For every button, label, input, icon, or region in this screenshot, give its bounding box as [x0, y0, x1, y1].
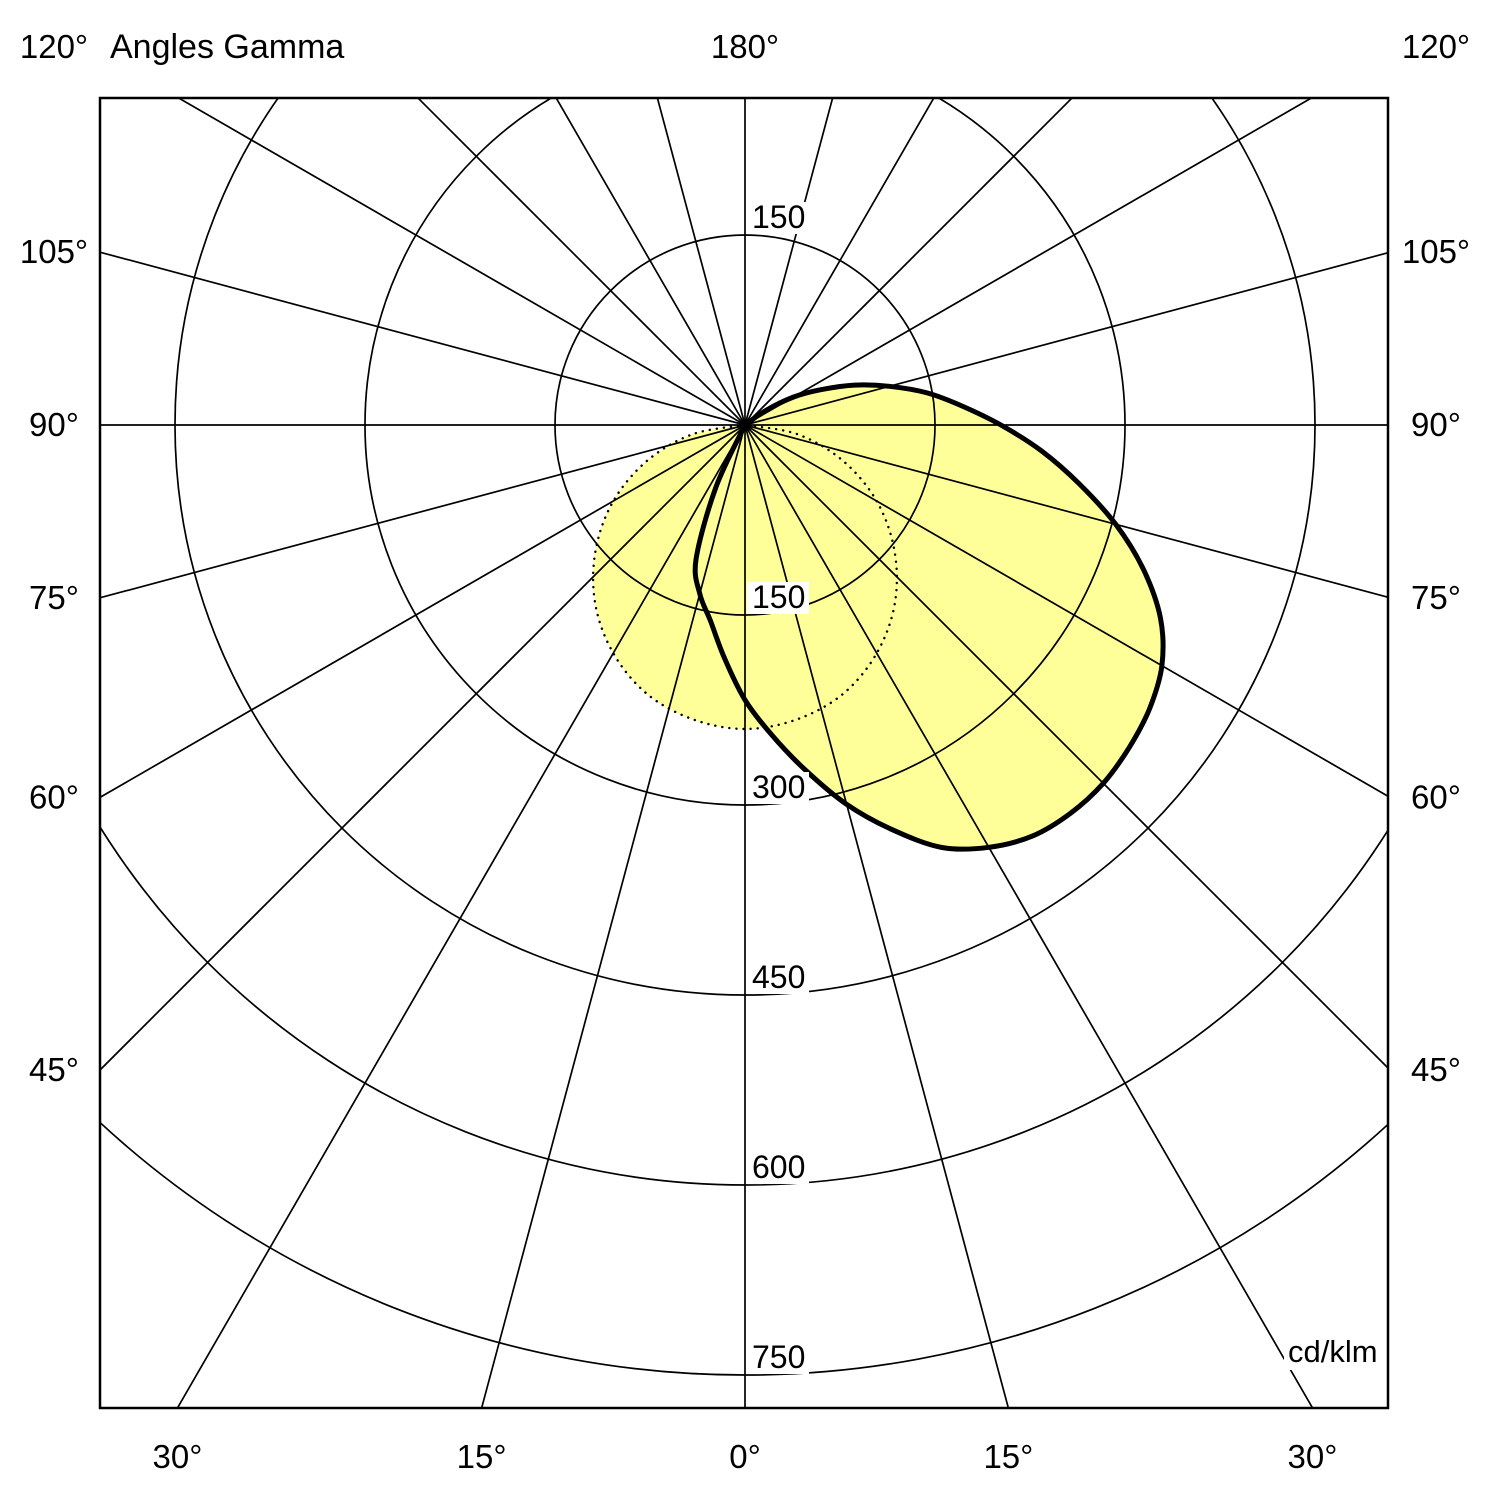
gamma-180-label: 180° [711, 28, 779, 65]
grid-ray-135 [744, 98, 1074, 426]
ring-label-bg [747, 201, 809, 234]
grid-ray-285 [100, 424, 746, 599]
ring-label: 300 [752, 769, 805, 805]
gamma-label-bottom-left-30: 30° [153, 1438, 203, 1475]
grid-ray-165 [744, 98, 834, 426]
ring-label: 750 [752, 1339, 805, 1375]
ring-label-bg [747, 962, 809, 995]
ring-label: 450 [752, 959, 805, 995]
ring-label: 150 [752, 199, 805, 235]
grid-ray-105 [744, 251, 1388, 426]
grid-ray-60 [744, 424, 1388, 798]
gamma-label-bottom-right-30: 30° [1288, 1438, 1338, 1475]
gamma-label-left-45: 45° [29, 1051, 79, 1088]
grid-ray-150 [744, 98, 935, 426]
gamma-label-right-45: 45° [1411, 1051, 1461, 1088]
dotted-curve [591, 423, 899, 731]
grid-ray-315 [100, 424, 746, 1072]
gamma-label-right-105: 105° [1402, 233, 1470, 270]
unit-label: cd/klm [1288, 1334, 1378, 1369]
ring-label: 600 [752, 1149, 805, 1185]
gamma-label-left-105: 105° [20, 233, 88, 270]
gamma-label-right-60: 60° [1411, 778, 1461, 815]
grid-ray-15 [744, 424, 1010, 1408]
grid-ray-30 [744, 424, 1314, 1408]
grid-ray-255 [100, 251, 746, 426]
gamma-label-right-75: 75° [1411, 579, 1461, 616]
unit-label-bg [1284, 1336, 1386, 1370]
grid-ray-240 [176, 98, 746, 426]
grid-ray-345 [480, 424, 746, 1408]
plot-border [98, 96, 1390, 1410]
ring-label-bg [747, 772, 809, 805]
gamma-label-left-75: 75° [29, 579, 79, 616]
gamma-label-bottom-right-15: 15° [983, 1438, 1033, 1475]
solid-curve [692, 382, 1166, 852]
grid-ray-330 [176, 424, 746, 1408]
grid-ray-300 [100, 424, 746, 799]
ring-label-bg [747, 582, 809, 615]
gamma-label-left-120: 120° [20, 28, 88, 65]
gamma-label-right-120: 120° [1402, 28, 1470, 65]
ring-label: 150 [752, 579, 805, 615]
chart-title: Angles Gamma [110, 28, 344, 66]
gamma-label-bottom-left-15: 15° [457, 1438, 507, 1475]
grid-ray-195 [656, 98, 746, 426]
grid-ray-210 [555, 98, 746, 426]
gamma-label-left-90: 90° [29, 406, 79, 443]
grid-ray-120 [744, 98, 1314, 426]
gamma-label-right-90: 90° [1411, 406, 1461, 443]
grid-ray-75 [744, 424, 1388, 599]
gamma-label-left-60: 60° [29, 778, 79, 815]
ring-label-bg [747, 1342, 809, 1375]
grid-ray-45 [744, 424, 1388, 1070]
gamma-label-bottom-0: 0° [729, 1438, 761, 1475]
grid-ray-225 [416, 98, 746, 426]
ring-label-bg [747, 1152, 809, 1185]
